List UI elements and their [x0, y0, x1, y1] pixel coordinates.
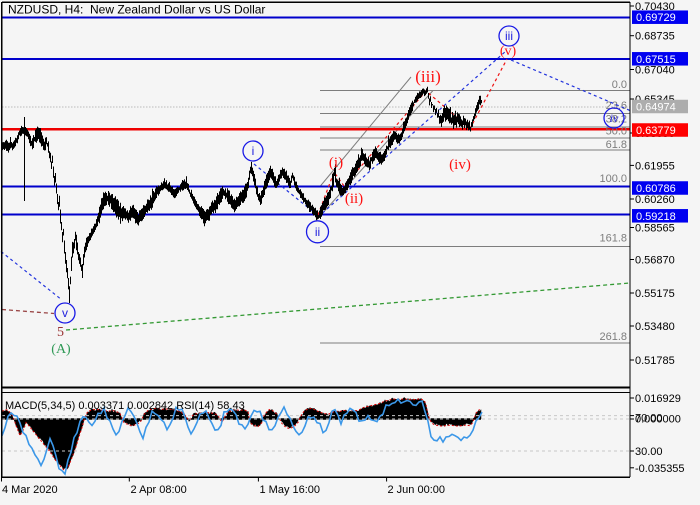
- svg-text:(v): (v): [500, 44, 517, 59]
- svg-text:0.67515: 0.67515: [636, 54, 676, 66]
- svg-text:0.0: 0.0: [612, 79, 627, 91]
- svg-text:(ii): (ii): [345, 191, 363, 207]
- svg-text:2 Jun 00:00: 2 Jun 00:00: [388, 484, 446, 496]
- svg-text:0.64974: 0.64974: [636, 102, 676, 114]
- svg-text:i: i: [252, 144, 255, 158]
- svg-text:2 Apr 08:00: 2 Apr 08:00: [131, 484, 187, 496]
- svg-text:(i): (i): [329, 155, 343, 171]
- svg-text:0.59218: 0.59218: [636, 211, 676, 223]
- svg-text:0.016929: 0.016929: [635, 393, 681, 405]
- svg-text:0.67040: 0.67040: [635, 65, 675, 77]
- svg-text:0.61955: 0.61955: [635, 160, 675, 172]
- svg-text:0.60786: 0.60786: [636, 183, 676, 195]
- svg-text:0.70430: 0.70430: [635, 1, 675, 13]
- svg-text:0.000000: 0.000000: [635, 414, 681, 426]
- svg-text:(iii): (iii): [415, 67, 441, 86]
- svg-text:(iv): (iv): [449, 157, 471, 173]
- svg-text:38.2: 38.2: [606, 114, 627, 126]
- svg-text:0.63779: 0.63779: [636, 125, 676, 137]
- svg-text:0.56870: 0.56870: [635, 255, 675, 267]
- svg-text:iv: iv: [610, 111, 619, 125]
- svg-text:4 Mar 2020: 4 Mar 2020: [2, 484, 58, 496]
- svg-text:0.51785: 0.51785: [635, 355, 675, 367]
- svg-text:MACD(5,34,5) 0.003371 0.002842: MACD(5,34,5) 0.003371 0.002842 RSI(14) 5…: [5, 400, 245, 412]
- svg-text:61.8: 61.8: [606, 139, 627, 151]
- svg-text:50.0: 50.0: [606, 125, 627, 137]
- svg-text:70.00: 70.00: [635, 413, 663, 425]
- svg-text:0.58565: 0.58565: [635, 223, 675, 235]
- svg-text:ii: ii: [315, 225, 320, 239]
- svg-text:0.68735: 0.68735: [635, 31, 675, 43]
- svg-text:-0.035355: -0.035355: [635, 463, 685, 475]
- svg-text:v: v: [62, 306, 68, 320]
- svg-text:0.55175: 0.55175: [635, 288, 675, 300]
- svg-text:0.60260: 0.60260: [635, 194, 675, 206]
- svg-text:NZDUSD, H4: New Zealand Dolla: NZDUSD, H4: New Zealand Dollar vs US Dol…: [8, 3, 265, 17]
- svg-text:261.8: 261.8: [599, 331, 627, 343]
- svg-text:iii: iii: [505, 29, 513, 43]
- svg-text:1 May 16:00: 1 May 16:00: [260, 484, 321, 496]
- svg-text:5: 5: [57, 325, 64, 340]
- svg-text:161.8: 161.8: [599, 233, 627, 245]
- svg-text:0.53480: 0.53480: [635, 321, 675, 333]
- svg-text:30.00: 30.00: [635, 446, 663, 458]
- svg-text:0.69729: 0.69729: [636, 12, 676, 24]
- svg-text:100.0: 100.0: [599, 173, 627, 185]
- svg-text:(A): (A): [51, 342, 71, 357]
